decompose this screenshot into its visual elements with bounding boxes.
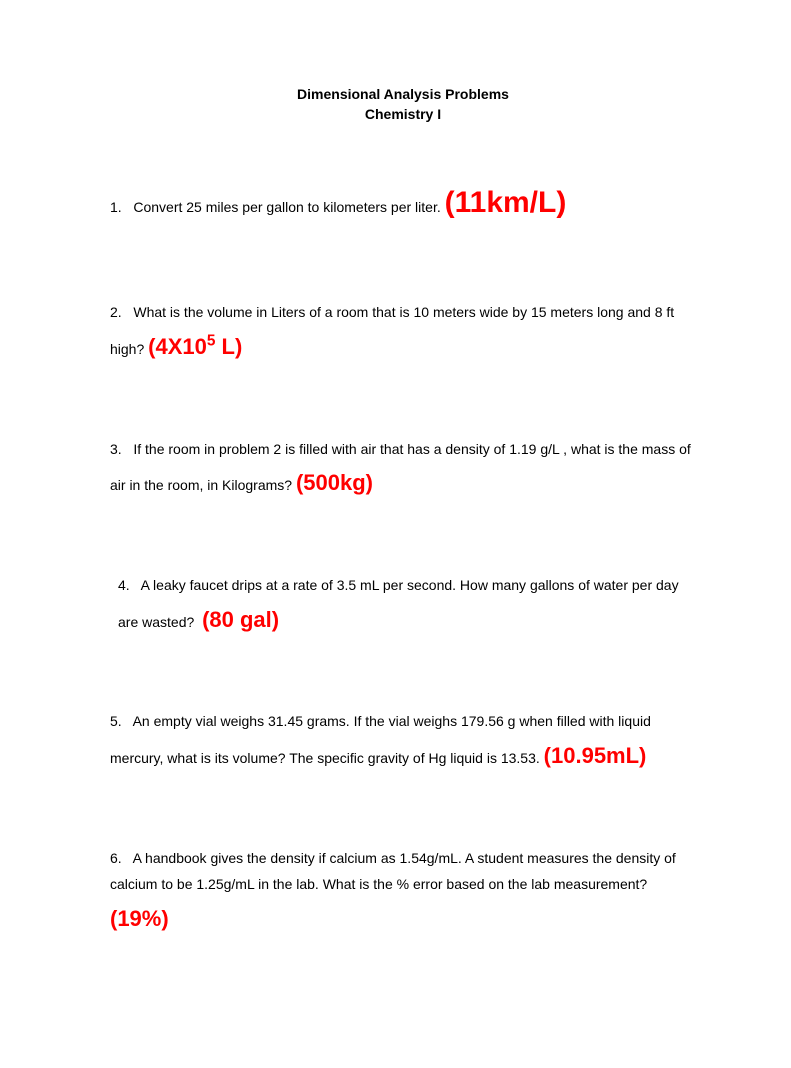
problem-5: 5. An empty vial weighs 31.45 grams. If … [110, 708, 696, 776]
problem-3: 3. If the room in problem 2 is filled wi… [110, 436, 696, 504]
problem-answer: (10.95mL) [544, 743, 647, 768]
problem-number: 5. [110, 713, 122, 729]
answer-part-1: (4X10 [148, 334, 207, 359]
header-line-2: Chemistry I [110, 105, 696, 125]
problem-number: 2. [110, 304, 122, 320]
page-header: Dimensional Analysis Problems Chemistry … [110, 85, 696, 124]
problem-text: If the room in problem 2 is filled with … [110, 441, 691, 494]
answer-part-3: L) [215, 334, 242, 359]
problem-number: 6. [110, 850, 122, 866]
problem-1: 1. Convert 25 miles per gallon to kilome… [110, 174, 696, 231]
document-page: Dimensional Analysis Problems Chemistry … [0, 0, 791, 1068]
problem-number: 1. [110, 199, 122, 215]
problem-2: 2. What is the volume in Liters of a roo… [110, 299, 696, 367]
problem-answer: (19%) [110, 906, 169, 931]
problem-4: 4. A leaky faucet drips at a rate of 3.5… [110, 572, 696, 640]
problem-answer: (4X105 L) [148, 334, 242, 359]
problem-text: A handbook gives the density if calcium … [110, 850, 676, 893]
problem-answer: (80 gal) [202, 607, 279, 632]
problem-6: 6. A handbook gives the density if calci… [110, 845, 696, 940]
problem-number: 3. [110, 441, 122, 457]
header-line-1: Dimensional Analysis Problems [110, 85, 696, 105]
problem-answer: (11km/L) [445, 186, 567, 219]
problem-text: Convert 25 miles per gallon to kilometer… [133, 199, 440, 215]
problem-answer: (500kg) [296, 470, 373, 495]
problem-number: 4. [118, 577, 130, 593]
